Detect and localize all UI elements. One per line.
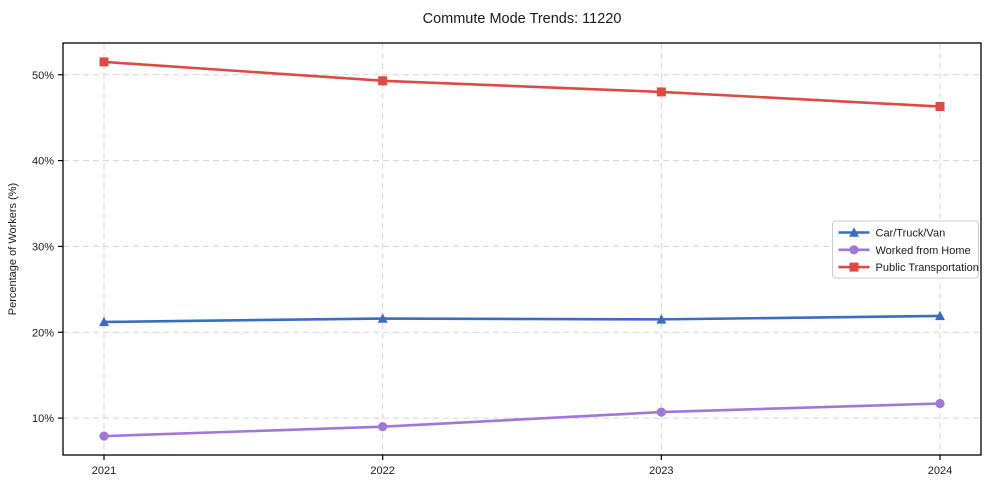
chart-title: Commute Mode Trends: 11220	[423, 11, 622, 27]
legend-entry: Car/Truck/Van	[838, 227, 946, 240]
marker-public-transportation	[99, 57, 109, 67]
legend-label: Worked from Home	[876, 245, 971, 257]
y-tick-label: 20%	[32, 327, 54, 339]
marker-worked-from-home	[99, 431, 109, 441]
legend: Car/Truck/Van Worked from Home Public Tran…	[832, 220, 979, 279]
series-line-public-transportation	[102, 60, 942, 108]
marker-worked-from-home	[378, 422, 388, 432]
y-tick-label: 10%	[32, 413, 54, 425]
y-axis-label: Percentage of Workers (%)	[7, 183, 19, 315]
series-line-car-truck-van	[102, 314, 942, 324]
y-tick-label: 40%	[32, 156, 54, 168]
marker-public-transportation	[935, 102, 945, 112]
legend-box	[832, 220, 979, 279]
x-tick-label: 2022	[370, 465, 394, 477]
legend-swatch-marker	[849, 227, 859, 237]
marker-worked-from-home	[656, 407, 666, 417]
legend-entry: Worked from Home	[838, 245, 971, 257]
y-tick-label: 50%	[32, 70, 54, 82]
marker-public-transportation	[378, 76, 388, 86]
marker-public-transportation	[656, 87, 666, 97]
plot-area: 10% 20% 30% 40% 50% 2021 2022 2023 2024 Car/Truck…	[32, 42, 982, 477]
legend-label: Public Transportation	[876, 262, 979, 274]
y-tick-label: 30%	[32, 241, 54, 253]
x-tick-label: 2024	[928, 465, 952, 477]
marker-car-truck-van	[99, 316, 109, 327]
legend-swatch-marker	[849, 245, 859, 255]
x-tick-label: 2023	[649, 465, 673, 477]
marker-car-truck-van	[935, 310, 945, 321]
series-line-worked-from-home	[102, 402, 942, 438]
marker-car-truck-van	[656, 314, 667, 324]
x-tick-label: 2021	[92, 465, 116, 477]
marker-car-truck-van	[377, 313, 388, 323]
plot-border	[62, 42, 982, 456]
legend-label: Car/Truck/Van	[876, 228, 946, 240]
legend-swatch-marker	[849, 262, 859, 272]
legend-entry: Public Transportation	[838, 262, 979, 274]
marker-worked-from-home	[935, 398, 945, 409]
